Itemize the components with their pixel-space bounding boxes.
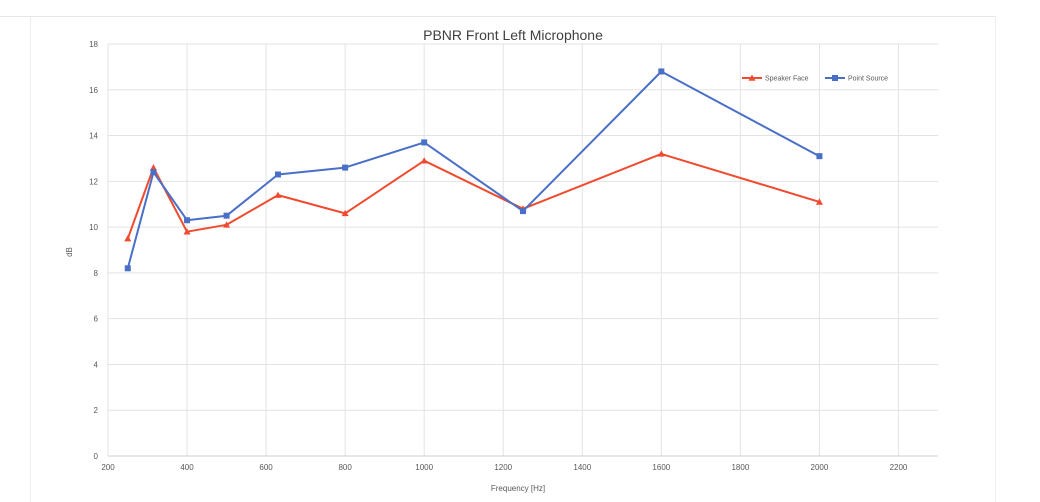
point-source-point	[124, 265, 131, 272]
legend-item-point-source: Point Source	[825, 75, 888, 83]
y-tick-label: 14	[89, 132, 98, 141]
x-tick-label: 800	[338, 463, 352, 472]
top-divider	[0, 16, 996, 17]
speaker-face-point	[341, 209, 349, 217]
y-axis-ticks: 0 2 4 6 8 10 12 14 16 18	[89, 40, 98, 461]
chart-legend: Speaker Face Point Source	[742, 74, 888, 83]
y-tick-label: 0	[94, 452, 99, 461]
point-source-point	[658, 68, 665, 75]
point-source-point	[342, 164, 349, 171]
point-source-point	[150, 169, 157, 176]
series-point-source	[124, 68, 823, 272]
point-source-point	[421, 139, 428, 146]
y-tick-label: 10	[89, 223, 98, 232]
point-source-point	[274, 171, 281, 178]
y-tick-label: 16	[89, 86, 98, 95]
y-tick-label: 2	[94, 406, 99, 415]
y-tick-label: 12	[89, 177, 98, 186]
x-axis-label: Frequency [Hz]	[491, 484, 545, 493]
x-tick-label: 2200	[890, 463, 908, 472]
speaker-face-point	[183, 228, 191, 235]
speaker-face-point	[815, 198, 823, 205]
speaker-face-point	[223, 221, 231, 228]
x-tick-label: 1000	[415, 463, 433, 472]
speaker-face-point	[149, 164, 157, 171]
legend-label: Point Source	[848, 76, 888, 83]
y-axis-label: dB	[65, 247, 74, 257]
legend-label: Speaker Face	[765, 76, 809, 83]
x-tick-label: 1200	[494, 463, 512, 472]
series-speaker-face	[124, 150, 823, 242]
x-tick-label: 400	[180, 463, 194, 472]
x-tick-label: 600	[259, 463, 273, 472]
x-axis-ticks: 200 400 600 800 1000 1200 1400 1600 1800 2000 2200	[101, 463, 908, 472]
legend-swatch-marker	[832, 75, 838, 81]
y-tick-label: 6	[94, 315, 99, 324]
speaker-face-line	[126, 152, 820, 239]
point-source-point	[816, 153, 823, 160]
x-tick-label: 200	[101, 463, 115, 472]
chart-frame	[30, 17, 996, 502]
speaker-face-point	[124, 235, 132, 242]
y-tick-label: 4	[94, 360, 99, 369]
legend-swatch-marker	[748, 74, 756, 81]
x-tick-label: 1400	[573, 463, 591, 472]
speaker-face-point	[420, 157, 428, 164]
point-source-point	[223, 212, 230, 219]
x-tick-label: 1600	[652, 463, 670, 472]
legend-item-speaker-face: Speaker Face	[742, 74, 809, 83]
chart-series	[124, 68, 823, 272]
chart-gridlines	[107, 43, 938, 457]
y-tick-label: 18	[89, 40, 98, 49]
x-tick-label: 2000	[811, 463, 829, 472]
point-source-point	[184, 217, 191, 224]
y-tick-label: 8	[94, 269, 99, 278]
point-source-line	[126, 70, 820, 269]
x-tick-label: 1800	[731, 463, 749, 472]
point-source-point	[520, 208, 526, 215]
chart-title: PBNR Front Left Microphone	[423, 27, 603, 43]
speaker-face-point	[274, 191, 282, 198]
speaker-face-point	[657, 150, 665, 157]
